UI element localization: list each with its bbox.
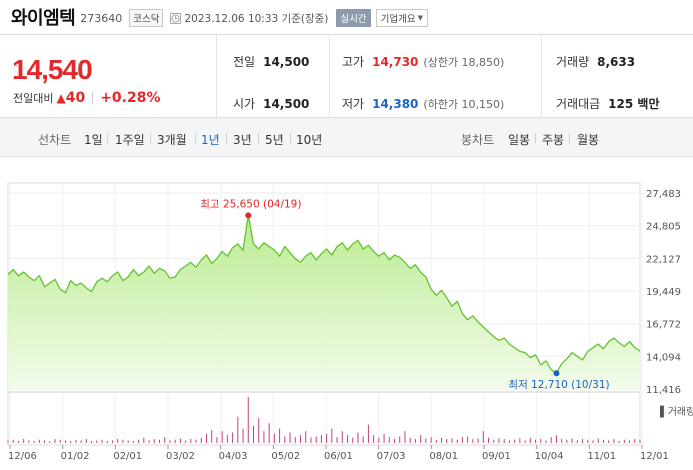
period-5y[interactable]: 5년 xyxy=(265,133,284,147)
company-overview-button[interactable]: 기업개요 ▼ xyxy=(375,9,428,27)
divider xyxy=(290,133,291,143)
candle-daily[interactable]: 일봉 xyxy=(508,133,531,147)
x-tick-label: 07/03 xyxy=(377,451,406,462)
x-tick-label: 02/01 xyxy=(113,451,142,462)
y-tick-label: 22,127 xyxy=(646,254,681,265)
divider xyxy=(195,133,196,143)
up-arrow-icon: ▲ xyxy=(56,91,66,105)
divider xyxy=(92,92,94,104)
max-price-label: 최고 25,650 (04/19) xyxy=(200,198,301,210)
price-change: 40 xyxy=(65,90,86,106)
x-tick-label: 05/02 xyxy=(271,451,300,462)
stat-low: 저가 14,380 (하한가 10,150) xyxy=(342,97,505,111)
divider xyxy=(569,133,570,143)
stat-high: 고가 14,730 (상한가 18,850) xyxy=(342,55,505,69)
change-label: 전일대비 xyxy=(13,92,54,105)
candle-chart-label: 봉차트 xyxy=(461,133,495,147)
candle-weekly[interactable]: 주봉 xyxy=(542,133,565,147)
line-chart-label: 선차트 xyxy=(38,133,72,147)
x-tick-label: 11/01 xyxy=(587,451,616,462)
price-summary: 14,540 전일대비 ▲ 40 +0.28% 전일 14,500 고가 14,73… xyxy=(0,34,693,118)
current-price: 14,540 xyxy=(12,54,93,85)
x-tick-label: 06/01 xyxy=(324,451,353,462)
divider xyxy=(329,35,330,117)
candle-monthly[interactable]: 월봉 xyxy=(577,133,600,147)
y-tick-label: 19,449 xyxy=(646,287,681,298)
y-tick-label: 14,094 xyxy=(646,352,681,363)
period-3y[interactable]: 3년 xyxy=(233,133,252,147)
timestamp: 2023.12.06 10:33 기준(장중) xyxy=(184,12,329,25)
x-tick-label: 08/01 xyxy=(429,451,458,462)
y-tick-label: 27,483 xyxy=(646,189,681,200)
divider xyxy=(535,133,536,143)
min-point-marker xyxy=(553,370,560,377)
x-tick-label: 10/04 xyxy=(535,451,564,462)
period-1y[interactable]: 1년 xyxy=(201,133,220,147)
price-line xyxy=(7,215,641,375)
period-1d[interactable]: 1일 xyxy=(84,133,103,147)
x-tick-label: 12/06 xyxy=(8,451,37,462)
x-tick-label: 12/01 xyxy=(640,451,669,462)
y-tick-label: 16,772 xyxy=(646,320,681,331)
divider xyxy=(258,133,259,143)
y-tick-label: 11,416 xyxy=(646,385,681,396)
min-price-label: 최저 12,710 (10/31) xyxy=(508,379,609,391)
volume-legend: ▌거래량 xyxy=(659,405,693,418)
x-tick-label: 01/02 xyxy=(61,451,90,462)
x-tick-label: 09/01 xyxy=(482,451,511,462)
period-selector: 선차트 1일 1주일 3개월 1년 3년 5년 10년 봉차트 일봉 주봉 월봉 xyxy=(0,118,693,157)
x-tick-label: 04/03 xyxy=(219,451,248,462)
realtime-button[interactable]: 실시간 xyxy=(336,9,371,27)
max-point-marker xyxy=(245,212,252,219)
price-area xyxy=(8,215,640,389)
divider xyxy=(541,35,542,117)
y-tick-label: 24,805 xyxy=(646,222,681,233)
price-chart[interactable]: 최고 25,650 (04/19) 최저 12,710 (10/31) 27,48… xyxy=(0,157,693,470)
stat-trade-value: 거래대금 125 백만 xyxy=(556,97,660,111)
stock-name: 와이엠텍 xyxy=(11,8,76,29)
stat-open: 시가 14,500 xyxy=(233,97,310,111)
market-badge: 코스닥 xyxy=(129,9,164,27)
current-price-panel: 14,540 전일대비 ▲ 40 +0.28% xyxy=(0,35,217,117)
change-row: 전일대비 ▲ 40 +0.28% xyxy=(13,90,161,106)
price-chart-svg: 최고 25,650 (04/19) 최저 12,710 (10/31) 27,48… xyxy=(7,182,693,462)
divider xyxy=(150,133,151,143)
period-3m[interactable]: 3개월 xyxy=(157,133,187,147)
divider xyxy=(107,133,108,143)
price-change-percent: +0.28% xyxy=(100,90,161,106)
divider xyxy=(226,133,227,143)
stat-volume: 거래량 8,633 xyxy=(556,55,636,69)
chevron-down-icon: ▼ xyxy=(417,14,423,22)
period-1w[interactable]: 1주일 xyxy=(115,133,145,147)
stock-header: 와이엠텍 273640 코스닥 2023.12.06 10:33 기준(장중) … xyxy=(0,0,693,34)
stock-code: 273640 xyxy=(80,12,123,25)
stat-prev-close: 전일 14,500 xyxy=(233,55,310,69)
period-10y[interactable]: 10년 xyxy=(296,133,323,147)
x-tick-label: 03/02 xyxy=(166,451,195,462)
clock-icon xyxy=(170,12,182,24)
